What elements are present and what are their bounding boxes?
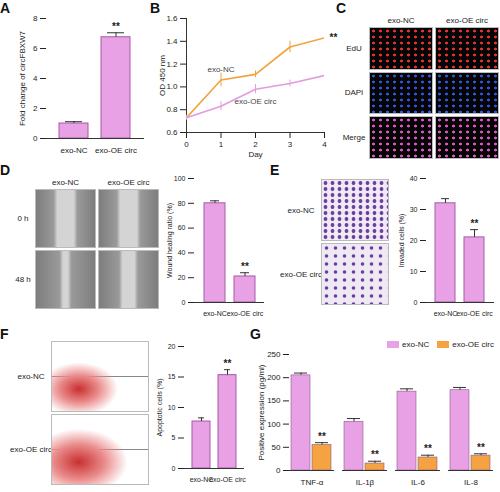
html-text:0 h: 0 h (17, 214, 29, 223)
svg-text:3: 3 (288, 140, 293, 149)
svg-text:OD 450 nm: OD 450 nm (158, 55, 167, 96)
svg-text:0.8: 0.8 (166, 105, 178, 114)
svg-text:0.6: 0.6 (166, 128, 178, 137)
html-text:DAPI: DAPI (344, 88, 364, 98)
svg-text:50: 50 (272, 443, 281, 452)
svg-text:0: 0 (182, 299, 186, 306)
svg-text:10: 10 (410, 268, 418, 275)
html-text:exo-OE circ: exo-OE circ (280, 269, 322, 279)
html-text:exo-NC: exo-NC (402, 340, 430, 349)
svg-text:2: 2 (33, 104, 38, 113)
svg-text:2: 2 (253, 140, 258, 149)
svg-text:0: 0 (172, 465, 176, 472)
svg-text:**: ** (471, 218, 479, 229)
svg-text:exo-OE circ: exo-OE circ (456, 310, 493, 317)
svg-text:exo-OE circ: exo-OE circ (95, 146, 137, 155)
svg-text:1: 1 (219, 140, 224, 149)
html-text:exo-OE circ: exo-OE circ (452, 340, 494, 349)
html-text:A: A (0, 0, 11, 16)
svg-text:30: 30 (410, 206, 418, 213)
svg-text:60: 60 (178, 224, 186, 231)
html-text:G: G (250, 326, 261, 342)
svg-text:**: ** (424, 443, 432, 454)
html-text:exo-NC: exo-NC (51, 177, 80, 187)
svg-text:8: 8 (33, 14, 38, 23)
svg-text:4: 4 (322, 140, 327, 149)
svg-text:4: 4 (33, 74, 38, 83)
svg-text:15: 15 (168, 373, 176, 380)
svg-text:200: 200 (267, 373, 281, 382)
svg-text:**: ** (224, 358, 232, 369)
svg-text:Invaded cells (%): Invaded cells (%) (398, 214, 406, 268)
html-text:E: E (270, 162, 280, 178)
svg-text:40: 40 (410, 175, 418, 182)
svg-text:exo-NC: exo-NC (434, 310, 458, 317)
svg-text:20: 20 (168, 343, 176, 350)
svg-text:TNF-α: TNF-α (301, 478, 324, 487)
svg-text:250: 250 (267, 350, 281, 359)
svg-text:exo-NC: exo-NC (189, 476, 214, 484)
svg-text:20: 20 (410, 237, 418, 244)
svg-text:**: ** (241, 261, 249, 272)
svg-text:Day: Day (248, 150, 262, 159)
svg-text:80: 80 (178, 200, 186, 207)
html-text:exo-NC: exo-NC (287, 205, 315, 215)
svg-text:150: 150 (267, 396, 281, 405)
svg-text:10: 10 (168, 404, 176, 411)
svg-text:IL-8: IL-8 (464, 478, 478, 487)
svg-text:0: 0 (414, 299, 418, 306)
html-text:C: C (336, 0, 347, 16)
svg-text:**: ** (477, 442, 485, 453)
svg-text:40: 40 (178, 249, 186, 256)
svg-text:6: 6 (33, 44, 38, 53)
html-text:exo-OE circ: exo-OE circ (107, 177, 150, 187)
svg-text:**: ** (330, 32, 338, 43)
svg-text:**: ** (112, 21, 120, 32)
svg-text:Apoptotic cells (%): Apoptotic cells (%) (156, 379, 164, 437)
html-text:F: F (0, 326, 9, 342)
html-text:Merge: Merge (342, 133, 366, 143)
html-text:48 h: 48 h (15, 275, 31, 284)
svg-text:IL-6: IL-6 (411, 478, 425, 487)
svg-text:0: 0 (33, 134, 38, 143)
svg-text:1.2: 1.2 (166, 60, 178, 69)
svg-text:**: ** (371, 449, 379, 460)
svg-text:1.6: 1.6 (166, 14, 178, 23)
html-text:exo-OE circ: exo-OE circ (446, 15, 488, 25)
html-text:EdU: EdU (346, 43, 362, 53)
svg-text:**: ** (318, 431, 326, 442)
svg-text:0: 0 (276, 466, 281, 475)
svg-text:100: 100 (267, 420, 281, 429)
svg-text:Fold change of circFBXW7: Fold change of circFBXW7 (18, 30, 27, 126)
html-text:exo-OE circ: exo-OE circ (10, 445, 52, 454)
html-text:exo-NC: exo-NC (387, 15, 415, 25)
svg-text:Wound healing ratio (%): Wound healing ratio (%) (166, 203, 174, 278)
svg-text:5: 5 (172, 434, 176, 441)
svg-text:1.4: 1.4 (166, 37, 178, 46)
html-text:B: B (150, 0, 161, 16)
svg-text:exo-NC: exo-NC (207, 65, 234, 74)
html-text:D: D (0, 162, 11, 178)
svg-text:0: 0 (184, 140, 189, 149)
svg-text:100: 100 (174, 175, 186, 182)
svg-text:exo-NC: exo-NC (203, 310, 227, 317)
svg-text:20: 20 (178, 274, 186, 281)
svg-text:IL-1β: IL-1β (356, 478, 375, 487)
html-text:exo-NC: exo-NC (17, 372, 45, 381)
svg-text:exo-OE circ: exo-OE circ (227, 310, 264, 317)
svg-text:exo-NC: exo-NC (60, 146, 87, 155)
svg-text:exo-OE circ: exo-OE circ (209, 476, 246, 483)
svg-text:exo-OE circ: exo-OE circ (235, 97, 277, 106)
svg-text:Positive expression (pg/ml): Positive expression (pg/ml) (257, 364, 266, 460)
svg-text:1.0: 1.0 (166, 82, 178, 91)
